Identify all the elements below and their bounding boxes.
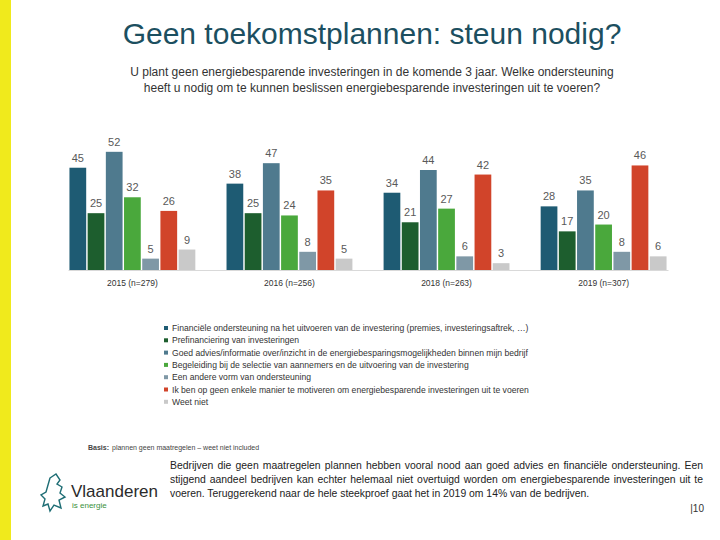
bar xyxy=(336,259,353,270)
data-label: 35 xyxy=(579,174,591,186)
legend-label: Financiële ondersteuning na het uitvoere… xyxy=(172,323,528,333)
page-number: |10 xyxy=(690,503,704,514)
data-label: 3 xyxy=(498,247,504,259)
data-label: 52 xyxy=(108,136,120,148)
bar xyxy=(456,256,473,270)
data-label: 25 xyxy=(247,197,259,209)
x-axis-line xyxy=(69,270,669,271)
legend-label: Weet niet xyxy=(172,397,209,407)
x-tick-label: 2016 (n=256) xyxy=(264,278,315,288)
data-label: 45 xyxy=(72,152,84,164)
data-label: 25 xyxy=(90,197,102,209)
bar xyxy=(438,209,455,270)
bar xyxy=(475,175,492,270)
x-tick: 2016 (n=256) xyxy=(264,270,315,288)
bar xyxy=(595,225,612,270)
x-tick-label: 2015 (n=279) xyxy=(107,278,158,288)
bar xyxy=(402,222,419,270)
legend-label: Goed advies/informatie over/inzicht in d… xyxy=(172,348,529,358)
bar xyxy=(142,259,159,270)
logo-tagline: is energie xyxy=(72,501,107,510)
legend-swatch xyxy=(164,351,168,355)
x-tick-label: 2018 (n=263) xyxy=(421,278,472,288)
body-text: Bedrijven die geen maatregelen plannen h… xyxy=(170,459,703,501)
bar xyxy=(613,252,630,270)
data-label: 44 xyxy=(422,154,434,166)
x-axis: 2015 (n=279) 2016 (n=256) 2018 (n=263) 2019… xyxy=(69,270,669,288)
logo: Vlaanderenis energie xyxy=(41,474,158,511)
data-label: 8 xyxy=(305,236,311,248)
bar xyxy=(69,168,86,270)
bar xyxy=(541,206,558,270)
bar xyxy=(420,170,437,270)
data-label: 34 xyxy=(386,177,398,189)
note-label: Basis: xyxy=(88,444,109,451)
legend-swatch xyxy=(164,363,168,367)
title: Geen toekomstplannen: steun nodig? xyxy=(123,17,622,50)
legend: Financiële ondersteuning na het uitvoere… xyxy=(164,323,529,407)
x-tick: 2018 (n=263) xyxy=(421,270,472,288)
data-label: 21 xyxy=(404,206,416,218)
bar xyxy=(317,190,334,270)
bar xyxy=(263,163,280,270)
x-tick-label: 2019 (n=307) xyxy=(578,278,629,288)
data-label: 8 xyxy=(619,236,625,248)
subtitle: U plant geen energiebesparende investeri… xyxy=(130,65,613,79)
legend-label: Ik ben op geen enkele manier te motivere… xyxy=(172,385,529,395)
bar xyxy=(227,184,244,270)
data-label: 9 xyxy=(184,234,190,246)
chart-svg: Geen toekomstplannen: steun nodig? U plan… xyxy=(0,0,720,540)
bar xyxy=(160,211,177,270)
bar xyxy=(88,213,105,270)
data-label: 6 xyxy=(462,240,468,252)
legend-swatch xyxy=(164,388,168,392)
x-tick: 2015 (n=279) xyxy=(107,270,158,288)
bar xyxy=(650,256,667,270)
data-label: 42 xyxy=(477,159,489,171)
data-label: 46 xyxy=(634,149,646,161)
data-label: 20 xyxy=(597,209,609,221)
bar xyxy=(299,252,316,270)
data-label: 6 xyxy=(655,240,661,252)
bars xyxy=(69,152,666,270)
bar xyxy=(245,213,262,270)
data-label: 5 xyxy=(341,243,347,255)
bar xyxy=(106,152,123,270)
legend-label: Begeleiding bij de selectie van aannemer… xyxy=(172,360,469,370)
data-label: 47 xyxy=(265,147,277,159)
legend-label: Prefinanciering van investeringen xyxy=(172,335,299,345)
bar xyxy=(384,193,401,270)
legend-swatch xyxy=(164,326,168,330)
bar xyxy=(281,215,298,270)
data-label: 38 xyxy=(229,168,241,180)
legend-swatch xyxy=(164,375,168,379)
note: Basis:plannen geen maatregelen – weet ni… xyxy=(88,444,259,452)
data-label: 17 xyxy=(561,215,573,227)
side-stripe xyxy=(0,0,11,540)
bar xyxy=(577,190,594,270)
legend-label: Een andere vorm van ondersteuning xyxy=(172,372,311,382)
data-label: 5 xyxy=(148,243,154,255)
data-label: 35 xyxy=(320,174,332,186)
logo-icon xyxy=(41,474,65,511)
note-text: plannen geen maatregelen – weet niet inc… xyxy=(112,444,259,452)
data-label: 28 xyxy=(543,190,555,202)
bar xyxy=(179,250,196,270)
data-label: 26 xyxy=(163,195,175,207)
data-label: 32 xyxy=(126,181,138,193)
x-tick: 2019 (n=307) xyxy=(578,270,629,288)
data-labels: 4538342825252117524744353224272058682635… xyxy=(72,136,662,259)
data-label: 24 xyxy=(283,199,295,211)
bar xyxy=(559,231,576,270)
legend-swatch xyxy=(164,400,168,404)
subtitle: heeft u nodig om te kunnen beslissen ene… xyxy=(144,81,601,95)
bar xyxy=(632,165,649,270)
bar xyxy=(124,197,141,270)
data-label: 27 xyxy=(440,193,452,205)
logo-text: Vlaanderen xyxy=(71,482,158,501)
legend-swatch xyxy=(164,338,168,342)
bar xyxy=(493,263,510,270)
